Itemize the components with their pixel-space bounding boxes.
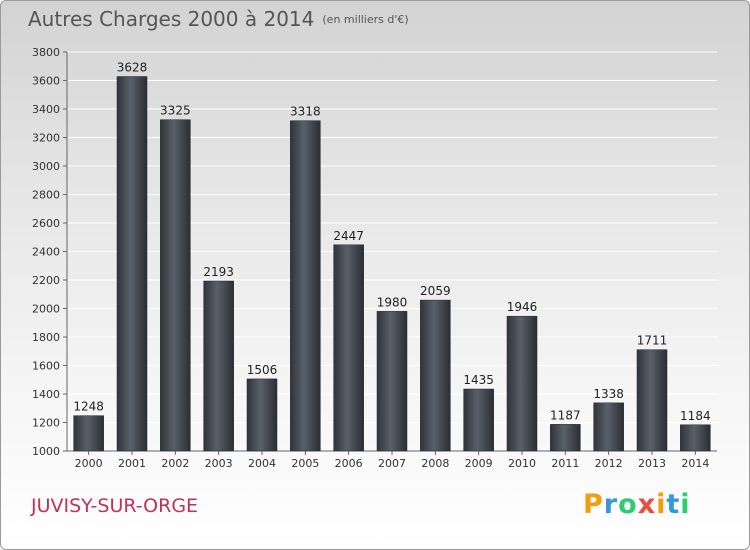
y-tick-label: 3200 <box>32 132 60 145</box>
data-label: 1946 <box>507 300 538 314</box>
bar <box>160 119 191 452</box>
data-label: 1980 <box>377 295 408 309</box>
y-tick-label: 3400 <box>32 103 60 116</box>
y-tick-label: 1400 <box>32 388 60 401</box>
data-label: 3325 <box>160 104 191 118</box>
bar <box>420 299 451 452</box>
y-tick-labels: 1000 1200 1400 1600 1800 2000 2200 2400 2600 2800… <box>32 46 60 458</box>
x-tick-label: 2007 <box>378 457 406 470</box>
data-label: 1248 <box>73 400 104 414</box>
x-tick-label: 2010 <box>508 457 536 470</box>
data-label: 1187 <box>550 408 581 422</box>
data-label: 3318 <box>290 105 321 119</box>
logo-letter: r <box>603 489 619 520</box>
y-tick-label: 2000 <box>32 303 60 316</box>
y-tick-label: 3000 <box>32 160 60 173</box>
data-label: 1338 <box>593 387 624 401</box>
data-label: 1711 <box>637 334 668 348</box>
data-label: 1506 <box>247 363 278 377</box>
y-tick-label: 3800 <box>32 46 60 59</box>
x-tick-label: 2002 <box>161 457 189 470</box>
x-tick-labels: 2000 2001 2002 2003 2004 2005 2006 2007 2008 2009… <box>75 457 710 470</box>
x-tick-label: 2006 <box>335 457 363 470</box>
logo-letter: P <box>583 489 604 520</box>
logo-letter: o <box>618 489 638 520</box>
bar <box>593 402 624 452</box>
bar <box>333 244 364 452</box>
y-tick-label: 3600 <box>32 75 60 88</box>
bar <box>550 424 581 452</box>
data-label: 1435 <box>463 373 494 387</box>
bar <box>246 378 278 452</box>
x-tick-label: 2014 <box>681 457 709 470</box>
x-tick-label: 2000 <box>75 457 103 470</box>
data-label: 1184 <box>680 409 711 423</box>
y-tick-label: 1200 <box>32 417 60 430</box>
bar <box>680 424 711 452</box>
logo-letter: i <box>656 489 667 520</box>
bar <box>506 315 538 452</box>
x-tick-label: 2009 <box>465 457 493 470</box>
bar <box>203 280 234 452</box>
bar <box>376 311 408 452</box>
title-text: Autres Charges 2000 à 2014 <box>28 7 315 31</box>
x-tick-label: 2012 <box>595 457 623 470</box>
y-tick-label: 1600 <box>32 360 60 373</box>
bar <box>290 120 321 452</box>
y-tick-label: 1000 <box>32 445 60 458</box>
bar <box>73 415 104 452</box>
data-label: 3628 <box>117 61 148 75</box>
data-label: 2193 <box>203 265 234 279</box>
data-label: 2059 <box>420 284 451 298</box>
y-tick-label: 2600 <box>32 217 60 230</box>
place-name: JUVISY-SUR-ORGE <box>31 495 199 517</box>
bars <box>73 76 711 452</box>
bar <box>463 388 494 452</box>
bar <box>636 349 668 452</box>
chart-title: Autres Charges 2000 à 2014 (en milliers d… <box>28 7 409 31</box>
x-tick-label: 2004 <box>248 457 276 470</box>
proxiti-logo: Proxiti <box>583 489 691 520</box>
x-tick-label: 2008 <box>421 457 449 470</box>
y-tick-label: 2200 <box>32 274 60 287</box>
logo-letter: t <box>666 489 681 520</box>
logo-letter: i <box>680 489 691 520</box>
logo-letter: x <box>637 489 657 520</box>
y-tick-label: 2800 <box>32 189 60 202</box>
title-unit: (en milliers d'€) <box>322 13 409 26</box>
data-label: 2447 <box>333 229 364 243</box>
y-tick-label: 2400 <box>32 246 60 259</box>
x-tick-label: 2013 <box>638 457 666 470</box>
x-tick-label: 2005 <box>291 457 319 470</box>
x-tick-label: 2001 <box>118 457 146 470</box>
x-tick-label: 2011 <box>551 457 579 470</box>
data-labels: 1248 3628 3325 2193 1506 3318 2447 1980 2059 1435… <box>73 61 710 423</box>
x-tick-label: 2003 <box>205 457 233 470</box>
bar <box>116 76 148 452</box>
y-tick-label: 1800 <box>32 331 60 344</box>
